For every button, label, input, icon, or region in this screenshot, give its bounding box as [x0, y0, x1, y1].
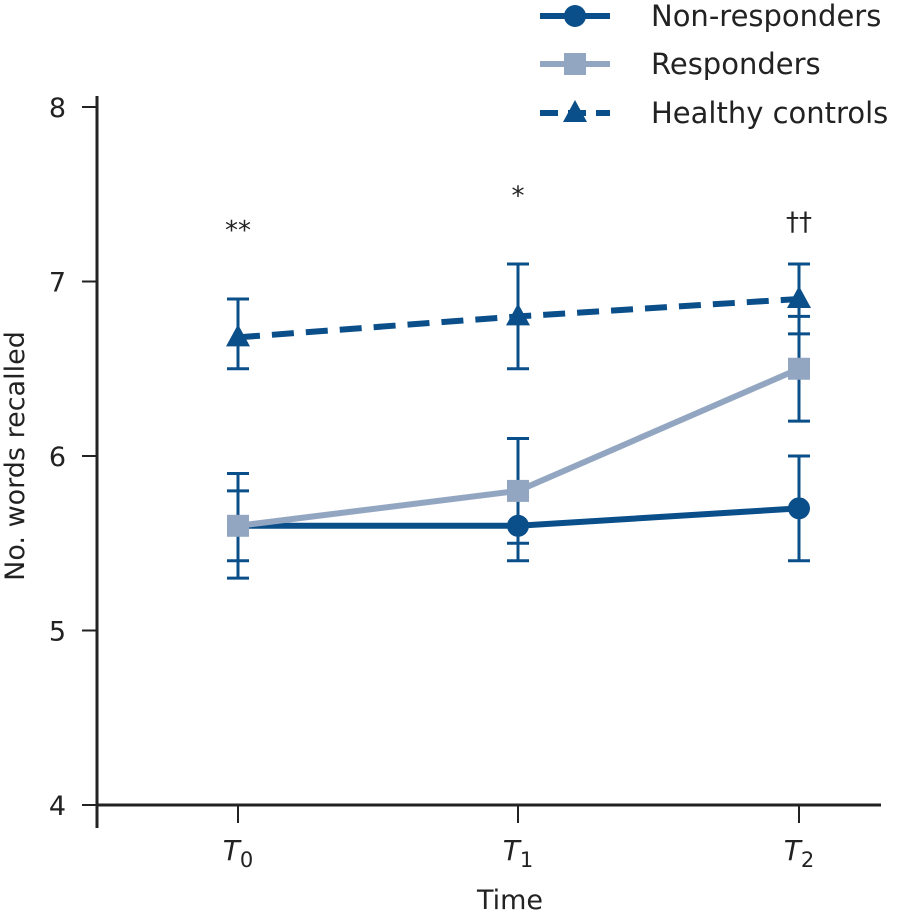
- x-axis-title: Time: [476, 885, 543, 912]
- legend-label: Responders: [651, 47, 821, 81]
- series-markers: [226, 285, 811, 537]
- axes: 4 5 6 7 8 T0 T1 T2: [49, 93, 881, 872]
- significance-annotations: ***††: [225, 181, 812, 246]
- y-tick-label: 8: [49, 93, 66, 124]
- significance-mark: ††: [786, 207, 812, 237]
- x-tick-label: T2: [784, 834, 814, 872]
- marker-triangle: [226, 324, 250, 347]
- marker-triangle: [506, 303, 530, 326]
- y-tick-label: 6: [49, 442, 66, 473]
- x-tick-label: T1: [503, 834, 533, 872]
- y-axis-title: No. words recalled: [0, 331, 31, 581]
- significance-mark: *: [512, 181, 525, 211]
- marker-square: [788, 357, 810, 380]
- legend-marker-triangle: [563, 100, 587, 122]
- x-tick-label: T0: [223, 834, 253, 872]
- legend-label: Healthy controls: [651, 96, 888, 130]
- marker-circle: [788, 497, 810, 520]
- significance-mark: **: [225, 216, 251, 246]
- marker-square: [227, 514, 249, 537]
- legend-marker-circle: [564, 5, 586, 27]
- legend: Non-responders Responders Healthy controls: [540, 0, 888, 130]
- legend-marker-square: [564, 53, 586, 75]
- marker-square: [507, 479, 529, 502]
- marker-triangle: [787, 285, 811, 308]
- legend-label: Non-responders: [651, 0, 881, 33]
- y-tick-label: 4: [49, 791, 66, 822]
- y-tick-label: 5: [49, 617, 66, 648]
- marker-circle: [507, 514, 529, 537]
- y-tick-label: 7: [49, 268, 66, 299]
